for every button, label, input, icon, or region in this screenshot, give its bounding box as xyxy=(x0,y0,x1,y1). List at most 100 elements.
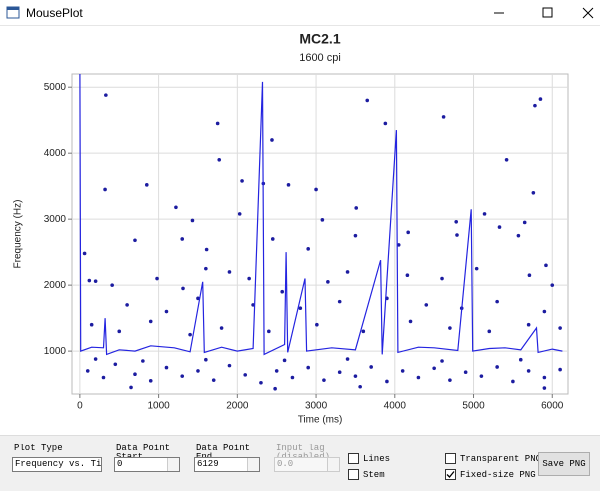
data-point xyxy=(448,378,452,382)
data-point xyxy=(237,212,242,216)
data-point xyxy=(432,366,436,371)
data-point xyxy=(337,299,342,304)
data-point xyxy=(455,233,459,237)
data-point xyxy=(495,365,499,369)
lag-spinner xyxy=(327,458,339,471)
close-button[interactable] xyxy=(582,7,594,19)
app-icon-bar xyxy=(7,7,19,10)
data-point xyxy=(204,357,208,362)
transparent-checkbox[interactable]: Transparent PNG xyxy=(445,453,541,465)
data-point xyxy=(259,380,263,385)
data-point xyxy=(148,319,153,324)
data-point xyxy=(495,299,499,304)
save-button[interactable]: Save PNG xyxy=(538,452,590,476)
data-point xyxy=(337,370,342,375)
data-point xyxy=(196,369,200,373)
data-point xyxy=(282,358,287,363)
chart-title: MC2.1 xyxy=(299,31,340,47)
data-point xyxy=(280,289,285,294)
y-tick-label: 2000 xyxy=(44,280,67,291)
x-tick-label: 6000 xyxy=(541,401,564,412)
data-point xyxy=(448,326,452,330)
data-point xyxy=(93,279,98,283)
end-label: Data Point End xyxy=(196,444,251,458)
data-point xyxy=(188,332,192,337)
data-point xyxy=(215,121,220,126)
end-input[interactable]: 6129 xyxy=(194,457,260,472)
data-point xyxy=(527,273,532,278)
data-point xyxy=(180,374,185,378)
data-point xyxy=(85,369,90,373)
stem-label: Stem xyxy=(363,470,385,480)
data-point xyxy=(482,212,487,216)
data-point xyxy=(558,367,562,372)
start-label: Data Point Start xyxy=(116,444,171,458)
data-point xyxy=(320,218,325,222)
data-point xyxy=(400,369,405,373)
fixed-size-checkbox[interactable]: Fixed-size PNG xyxy=(445,469,536,481)
window-title: MousePlot xyxy=(26,6,83,20)
data-point xyxy=(148,379,153,383)
data-point xyxy=(133,238,137,243)
maximize-button[interactable] xyxy=(542,7,553,18)
data-point xyxy=(306,365,310,370)
data-point xyxy=(558,326,562,330)
data-point xyxy=(440,359,444,363)
y-tick-label: 3000 xyxy=(44,214,67,225)
data-point xyxy=(164,365,169,370)
data-point xyxy=(406,230,410,235)
end-spinner[interactable] xyxy=(247,458,259,471)
transparent-label: Transparent PNG xyxy=(460,454,542,464)
stem-checkbox[interactable]: Stem xyxy=(348,469,385,481)
data-point xyxy=(326,280,330,284)
data-point xyxy=(474,266,479,271)
data-point xyxy=(345,357,350,361)
chart-subtitle: 1600 cpi xyxy=(299,52,341,64)
data-point xyxy=(274,369,279,373)
data-point xyxy=(190,218,195,223)
data-point xyxy=(247,276,251,281)
start-input[interactable]: 0 xyxy=(114,457,180,472)
lines-label: Lines xyxy=(363,454,391,464)
data-point xyxy=(267,329,271,334)
data-point xyxy=(542,386,547,390)
data-point xyxy=(463,370,468,375)
data-point xyxy=(531,190,536,195)
x-tick-label: 3000 xyxy=(305,401,328,412)
y-axis-label: Frequency (Hz) xyxy=(13,200,24,269)
data-point xyxy=(211,378,216,382)
data-point xyxy=(117,329,122,334)
x-axis-label: Time (ms) xyxy=(298,415,343,426)
data-point xyxy=(164,309,169,314)
data-point xyxy=(180,237,185,241)
x-tick-label: 4000 xyxy=(384,401,407,412)
fixed-size-label: Fixed-size PNG xyxy=(460,470,536,480)
plot-marks xyxy=(79,74,563,391)
chart: MC2.1 1600 cpi Time (ms) Frequency (Hz) … xyxy=(13,31,569,426)
data-point xyxy=(314,187,318,192)
start-spinner[interactable] xyxy=(167,458,179,471)
lines-checkbox[interactable]: Lines xyxy=(348,453,390,465)
save-label: Save PNG xyxy=(542,459,586,469)
data-point xyxy=(196,296,200,301)
data-point xyxy=(516,233,521,238)
lag-label: Input lag (disabled) xyxy=(276,444,331,458)
plot-type-combo[interactable]: Frequency vs. Ti xyxy=(12,457,102,472)
lag-value: 0.0 xyxy=(277,459,294,469)
data-point xyxy=(129,385,133,390)
data-point xyxy=(518,357,523,362)
data-point xyxy=(353,233,358,238)
data-line xyxy=(79,74,563,356)
x-tick-label: 0 xyxy=(77,401,83,412)
data-point xyxy=(286,183,291,187)
data-point xyxy=(125,303,129,307)
data-point xyxy=(354,206,359,210)
data-point xyxy=(82,251,87,256)
data-point xyxy=(345,270,350,274)
data-point xyxy=(144,183,149,187)
plot-type-label: Plot Type xyxy=(14,444,63,453)
y-tick-label: 5000 xyxy=(44,82,67,93)
data-point xyxy=(101,375,106,380)
data-point xyxy=(89,322,94,327)
